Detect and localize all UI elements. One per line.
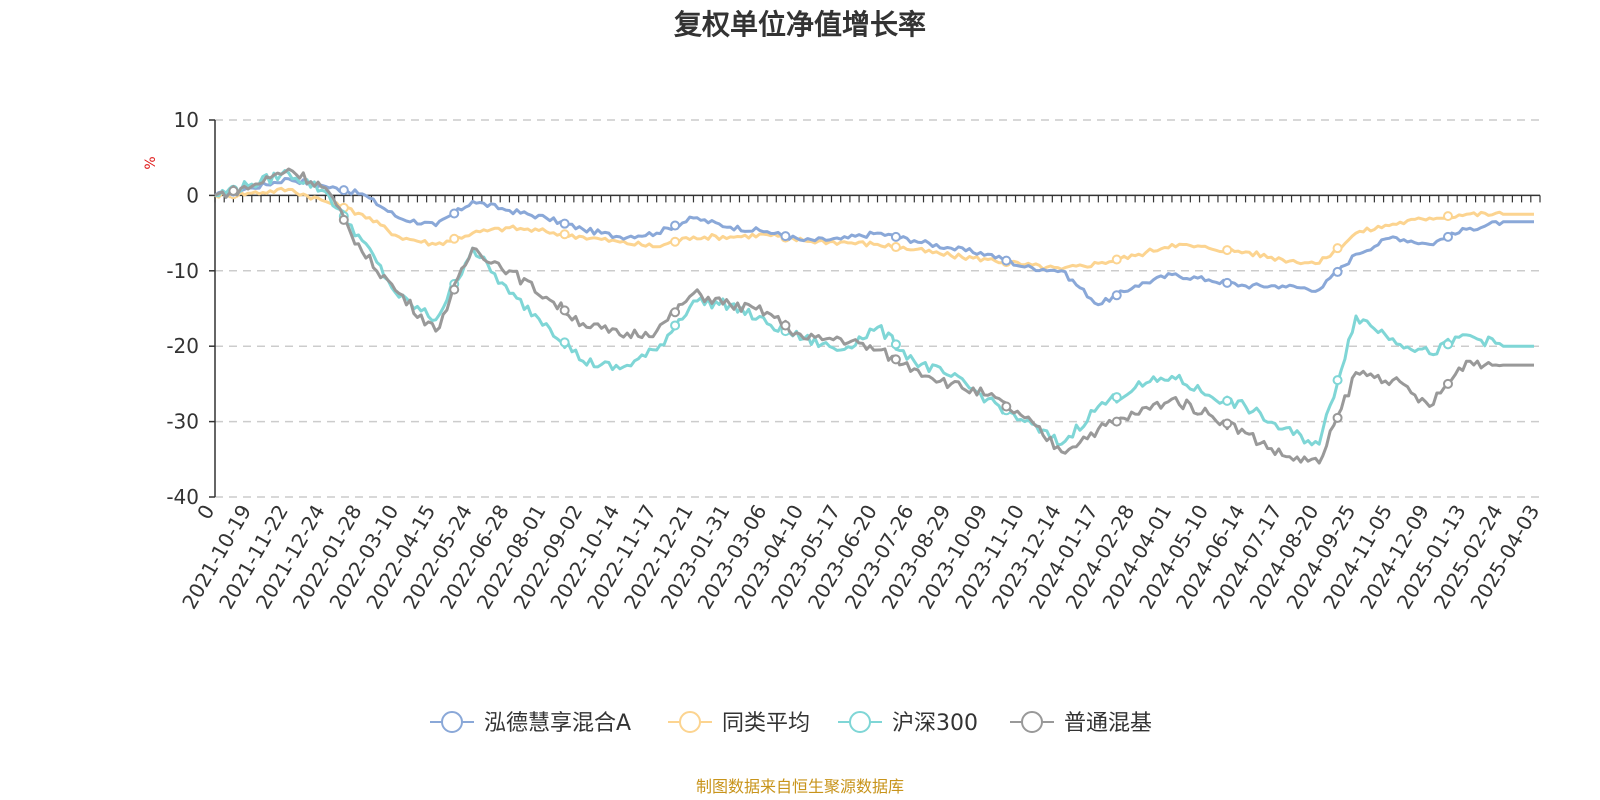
data-source-note: 制图数据来自恒生聚源数据库 bbox=[696, 777, 904, 796]
series-line-1 bbox=[214, 186, 1534, 271]
series-point bbox=[1222, 277, 1233, 288]
series-point bbox=[780, 320, 791, 331]
series-point bbox=[1442, 378, 1453, 389]
grid-lines bbox=[215, 119, 1540, 498]
series-point bbox=[449, 233, 460, 244]
series-point bbox=[890, 242, 901, 253]
legend-item-0[interactable]: 泓德慧享混合A bbox=[430, 711, 631, 736]
series-line-0 bbox=[214, 177, 1534, 307]
series-point bbox=[1332, 243, 1343, 254]
series-point bbox=[1332, 266, 1343, 277]
series-point bbox=[1001, 255, 1012, 266]
series-point bbox=[1332, 375, 1343, 386]
series-point bbox=[338, 214, 349, 225]
series-point bbox=[1001, 401, 1012, 412]
series-point bbox=[228, 185, 239, 196]
y-tick-label: 10 bbox=[174, 108, 199, 132]
legend[interactable]: 泓德慧享混合A 同类平均 沪深300 普通混基 bbox=[430, 711, 1152, 736]
series-point bbox=[1222, 245, 1233, 256]
series-point bbox=[780, 231, 791, 242]
series-point bbox=[559, 229, 570, 240]
y-tick-label: -40 bbox=[166, 485, 199, 509]
y-axis-label: % bbox=[143, 156, 159, 169]
y-tick-labels: 10 0 -10 -20 -30 -40 bbox=[166, 108, 199, 509]
series-point bbox=[670, 236, 681, 247]
legend-label: 同类平均 bbox=[722, 711, 810, 736]
legend-swatch-marker bbox=[679, 711, 701, 733]
axes bbox=[209, 119, 1541, 498]
series-point bbox=[1111, 254, 1122, 265]
series-point bbox=[559, 218, 570, 229]
series-point bbox=[670, 320, 681, 331]
series-point bbox=[559, 305, 570, 316]
series-point bbox=[449, 208, 460, 219]
series-point bbox=[559, 337, 570, 348]
series-point bbox=[449, 284, 460, 295]
series-point bbox=[890, 231, 901, 242]
series-point bbox=[1111, 392, 1122, 403]
chart-title: 复权单位净值增长率 bbox=[674, 8, 926, 41]
y-tick-label: -20 bbox=[166, 334, 199, 358]
series-point bbox=[1442, 231, 1453, 242]
series-point bbox=[1222, 418, 1233, 429]
legend-label: 普通混基 bbox=[1064, 711, 1152, 736]
series-lines bbox=[214, 167, 1534, 465]
y-tick-label: -10 bbox=[166, 259, 199, 283]
series-line-2 bbox=[214, 169, 1534, 447]
legend-item-2[interactable]: 沪深300 bbox=[838, 711, 978, 736]
legend-label: 泓德慧享混合A bbox=[484, 711, 631, 736]
series-point bbox=[1442, 211, 1453, 222]
x-tick-labels: 02021-10-192021-11-222021-12-242022-01-2… bbox=[177, 501, 1544, 614]
legend-swatch-marker bbox=[441, 711, 463, 733]
series-point bbox=[1332, 412, 1343, 423]
series-point bbox=[670, 220, 681, 231]
series-line-3 bbox=[214, 167, 1534, 465]
y-tick-label: -30 bbox=[166, 410, 199, 434]
legend-item-3[interactable]: 普通混基 bbox=[1010, 711, 1152, 736]
legend-swatch-marker bbox=[1021, 711, 1043, 733]
series-point bbox=[1222, 395, 1233, 406]
series-point bbox=[1442, 339, 1453, 350]
series-point bbox=[338, 185, 349, 196]
series-point bbox=[670, 307, 681, 318]
legend-swatch-marker bbox=[849, 711, 871, 733]
series-point bbox=[890, 354, 901, 365]
y-tick-label: 0 bbox=[186, 183, 199, 207]
legend-label: 沪深300 bbox=[892, 711, 978, 736]
legend-item-1[interactable]: 同类平均 bbox=[668, 711, 810, 736]
x-tick-label: 0 bbox=[192, 501, 219, 524]
series-point bbox=[1111, 416, 1122, 427]
series-point bbox=[890, 339, 901, 350]
series-point bbox=[1111, 290, 1122, 301]
